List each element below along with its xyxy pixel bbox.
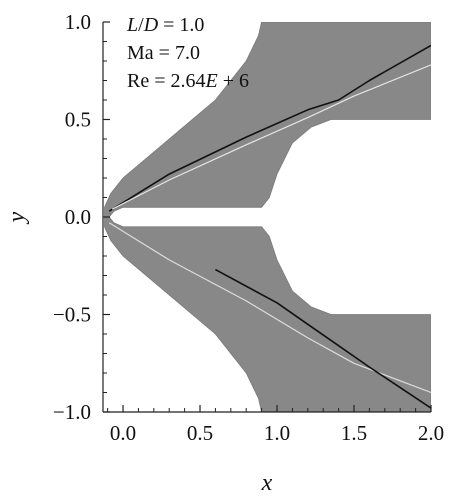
- shock-line-2: [111, 64, 431, 210]
- annotation-part: = 1.0: [158, 14, 204, 36]
- shock-line-4: [215, 268, 431, 409]
- x-tick-label: 0.0: [110, 421, 136, 445]
- y-tick-label: 1.0: [65, 10, 91, 34]
- flow-field: [104, 22, 431, 412]
- y-tick-label: 0.0: [65, 205, 91, 229]
- x-tick-label: 1.0: [264, 421, 290, 445]
- annotation-part: E: [205, 70, 218, 92]
- shock-line-1: [108, 44, 431, 212]
- annotation-line-2: Ma = 7.0: [127, 42, 200, 64]
- x-tick-label: 1.5: [341, 421, 367, 445]
- y-tick-label: 0.5: [65, 108, 91, 132]
- annotation-part: Re = 2.64: [127, 70, 206, 92]
- y-tick-label: −1.0: [53, 400, 91, 424]
- axes: [102, 21, 432, 413]
- annotation-part: D: [143, 14, 159, 36]
- x-tick-label: 2.0: [418, 421, 444, 445]
- annotation-part: /: [138, 14, 144, 36]
- annotation-part: L: [126, 14, 138, 36]
- shock-lines: [108, 44, 431, 409]
- y-tick-label: −0.5: [53, 303, 91, 327]
- annotation-part: Ma = 7.0: [127, 42, 200, 64]
- annotation-line-1: L/D = 1.0: [126, 14, 204, 36]
- y-axis-label: y: [4, 211, 30, 224]
- flow-field-region: [104, 22, 431, 412]
- x-axis-label: x: [261, 470, 273, 496]
- annotation-block: L/D = 1.0 Ma = 7.0 Re = 2.64E + 6: [126, 14, 249, 92]
- x-tick-label: 0.5: [187, 421, 213, 445]
- shock-line-3: [108, 222, 431, 394]
- annotation-part: + 6: [218, 70, 249, 92]
- tick-labels: 0.0 0.5 1.0 1.5 2.0 1.0 0.5 0.0 −0.5 −1.0: [53, 10, 444, 445]
- annotation-line-3: Re = 2.64E + 6: [127, 70, 249, 92]
